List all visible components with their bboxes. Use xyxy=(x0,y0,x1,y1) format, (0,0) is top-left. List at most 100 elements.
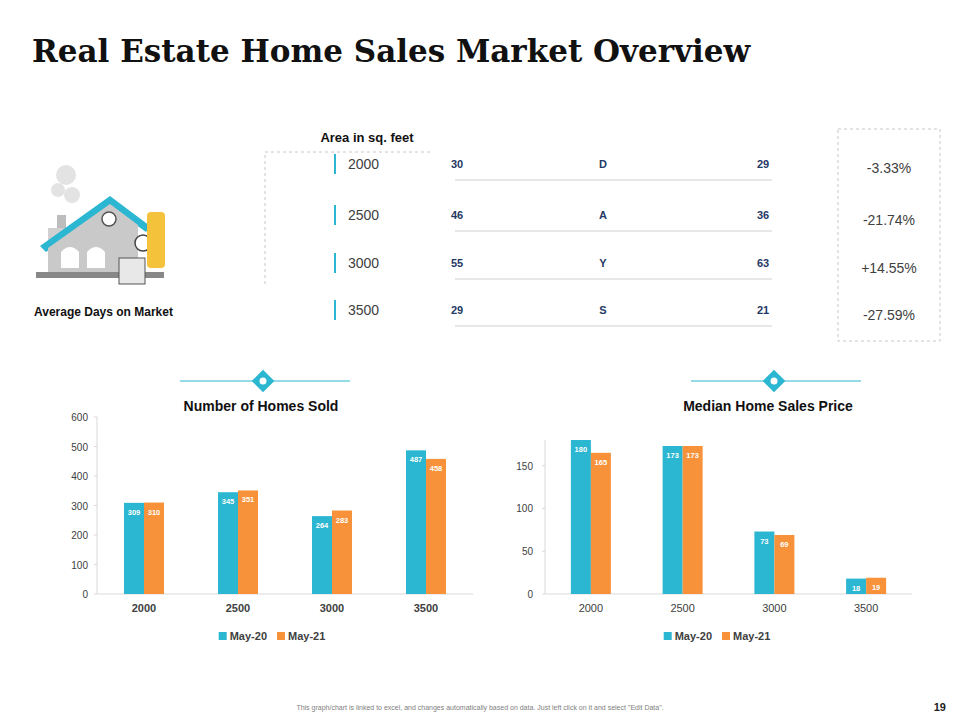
bar xyxy=(144,503,164,594)
data-label: 351 xyxy=(242,495,255,504)
data-label: 73 xyxy=(760,537,768,546)
legend: May-20May-21 xyxy=(219,630,326,642)
y-axis xyxy=(97,417,98,594)
bars xyxy=(124,450,446,594)
data-label: 487 xyxy=(410,455,423,464)
x-tick-label: 3500 xyxy=(854,602,878,614)
y-tick-label: 400 xyxy=(71,471,88,482)
legend: May-20 May-21 xyxy=(664,630,771,642)
y-tick-label: 500 xyxy=(71,442,88,453)
legend-label: May-21 xyxy=(733,630,770,642)
data-label: 458 xyxy=(430,464,443,473)
row-rule xyxy=(455,231,772,232)
data-label: 69 xyxy=(780,540,788,549)
row-marker xyxy=(334,300,336,320)
bar xyxy=(866,578,886,594)
y-tick-label: 200 xyxy=(71,530,88,541)
page-title: Real Estate Home Sales Market Overview xyxy=(32,33,752,69)
bar xyxy=(406,450,426,594)
house-icon xyxy=(36,165,165,284)
row-rule xyxy=(455,180,772,181)
window xyxy=(102,212,116,226)
x-tick-label: 2500 xyxy=(670,602,694,614)
days-after: 63 xyxy=(757,257,769,269)
row-letter: S xyxy=(599,304,606,316)
data-label: 173 xyxy=(686,451,699,460)
calculator xyxy=(119,258,145,284)
legend-swatch xyxy=(219,632,227,640)
data-label: 264 xyxy=(316,521,329,530)
bar xyxy=(332,511,352,594)
data-label: 173 xyxy=(666,451,679,460)
data-label: 283 xyxy=(336,516,349,525)
title-diamond xyxy=(252,370,275,393)
days-after: 21 xyxy=(757,304,769,316)
area-label: 3000 xyxy=(348,255,379,271)
x-tick-label: 3500 xyxy=(414,602,438,614)
bar xyxy=(774,535,794,594)
y-tick-label: 600 xyxy=(71,412,88,423)
door xyxy=(61,247,79,268)
y-tick-label: 100 xyxy=(71,560,88,571)
bar xyxy=(426,459,446,594)
row-letter: A xyxy=(599,209,607,221)
title-diamond xyxy=(763,370,786,393)
y-tick-label: 100 xyxy=(516,503,533,514)
area-label: 2000 xyxy=(348,156,379,172)
x-tick-label: 3000 xyxy=(320,602,344,614)
data-label: 309 xyxy=(128,508,141,517)
chart: Number of Homes Sold 0 100 200 300 400 500 600 3… xyxy=(71,370,473,642)
coins xyxy=(147,212,165,268)
data-label: 19 xyxy=(872,583,880,592)
bar xyxy=(312,516,332,594)
smoke xyxy=(56,165,76,185)
bar xyxy=(683,446,703,594)
y-tick-label: 0 xyxy=(527,589,533,600)
background xyxy=(0,0,960,720)
area-label: 2500 xyxy=(348,207,379,223)
legend-swatch xyxy=(722,632,730,640)
days-before: 46 xyxy=(451,209,463,221)
row-letter: D xyxy=(599,158,607,170)
x-tick-label: 2500 xyxy=(226,602,250,614)
bar xyxy=(571,440,591,594)
legend-label: May-20 xyxy=(675,630,712,642)
y-tick-label: 300 xyxy=(71,501,88,512)
slide: Real Estate Home Sales Market Overview Av… xyxy=(0,0,960,720)
days-after: 29 xyxy=(757,158,769,170)
x-tick-label: 2000 xyxy=(579,602,603,614)
days-before: 29 xyxy=(451,304,463,316)
data-label: 345 xyxy=(222,497,235,506)
window xyxy=(87,247,105,268)
smoke xyxy=(51,183,65,197)
data-label: 165 xyxy=(595,458,608,467)
column-title: Area in sq. feet xyxy=(320,130,414,145)
legend-swatch xyxy=(277,632,285,640)
x-tick-label: 3000 xyxy=(762,602,786,614)
legend-swatch xyxy=(664,632,672,640)
area-label: 3500 xyxy=(348,302,379,318)
bar xyxy=(591,453,611,594)
days-after: 36 xyxy=(757,209,769,221)
change-label: +14.55% xyxy=(861,260,917,276)
dashed-box xyxy=(838,129,940,341)
x-tick-label: 2000 xyxy=(132,602,156,614)
title-diamond-icon xyxy=(771,378,778,385)
days-table: Average Days on Market Area in sq. feet 20… xyxy=(34,129,940,341)
bar xyxy=(218,492,238,594)
chart: Median Home Sales Price05010015018016517… xyxy=(516,370,912,642)
change-label: -3.33% xyxy=(867,160,911,176)
days-before: 55 xyxy=(451,257,463,269)
y-tick-label: 0 xyxy=(82,589,88,600)
chart-title: Median Home Sales Price xyxy=(683,398,853,414)
bar xyxy=(663,446,683,594)
row-marker xyxy=(334,154,336,174)
bar xyxy=(238,490,258,594)
table-label: Average Days on Market xyxy=(34,305,173,319)
bar xyxy=(754,532,774,594)
chart-title: Number of Homes Sold xyxy=(184,398,339,414)
change-label: -27.59% xyxy=(863,307,915,323)
dashed-bracket xyxy=(265,152,430,287)
row-rule xyxy=(455,326,772,327)
footer-note: This graph/chart is linked to excel, and… xyxy=(296,704,663,712)
